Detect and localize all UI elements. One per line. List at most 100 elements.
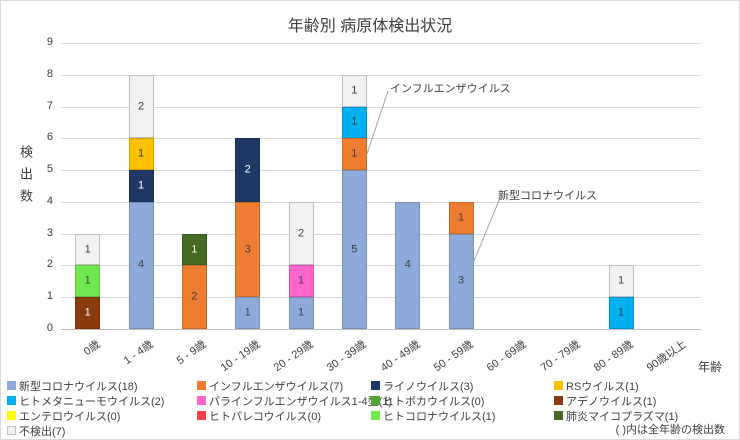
bar-segment-value: 4	[137, 258, 145, 271]
legend-label: アデノウイルス(1)	[566, 395, 657, 408]
legend-footnote: ( )内は全年齢の検出数	[615, 424, 725, 436]
legend-label: 不検出(7)	[19, 425, 66, 438]
legend-item-adenovirus: アデノウイルス(1)	[554, 393, 735, 409]
gridline	[61, 201, 701, 203]
legend-item-not-detected: 不検出(7)	[7, 423, 197, 439]
legend-swatch-rsv	[554, 381, 563, 390]
bar-segment-hcov: 1	[75, 265, 101, 298]
bar-segment-not-detected: 1	[341, 74, 367, 107]
bar-segment-covid19: 5	[341, 170, 367, 329]
bar-segment-value: 1	[84, 243, 91, 256]
legend-item-enterovirus: エンテロウイルス(0)	[7, 408, 197, 424]
chart-title: 年齢別 病原体検出状況	[287, 18, 453, 35]
legend-item-influenza: インフルエンザウイルス(7)	[197, 378, 371, 394]
annotation-covid: 新型コロナウイルス	[498, 190, 597, 202]
legend-item-parainfluenza: パラインフルエンザウイルス1-4型(1)	[197, 393, 392, 409]
bar-segment-value: 2	[191, 290, 198, 303]
legend-label: インフルエンザウイルス(7)	[209, 380, 344, 393]
bar-segment-mycoplasma: 1	[181, 233, 207, 266]
bar-segment-value: 1	[297, 274, 305, 287]
legend: 新型コロナウイルス(18) インフルエンザウイルス(7) ライノウイルス(3) RSウ…	[7, 378, 735, 438]
bar-segment-adenovirus: 1	[75, 297, 101, 329]
bar-segment-value: 5	[351, 243, 358, 256]
bar-segment-value: 1	[617, 306, 625, 319]
bar-segment-value: 1	[297, 306, 305, 319]
x-axis-line	[61, 329, 701, 330]
legend-swatch-mycoplasma	[554, 411, 563, 420]
bar-segment-value: 3	[457, 274, 465, 287]
legend-swatch-hcov	[371, 411, 380, 420]
y-tick-label: 2	[46, 258, 53, 271]
legend-item-mycoplasma: 肺炎マイコプラズマ(1)	[554, 408, 735, 424]
bar-segment-value: 2	[244, 163, 251, 176]
legend-label: 新型コロナウイルス(18)	[19, 380, 138, 393]
bar-segment-parainfluenza: 1	[288, 265, 314, 298]
legend-swatch-parainfluenza	[197, 396, 206, 405]
legend-swatch-enterovirus	[7, 411, 16, 420]
bar-segment-not-detected: 1	[75, 233, 101, 266]
bar-segment-value: 2	[137, 100, 145, 113]
bar-segment-value: 2	[297, 227, 305, 240]
bar-segment-covid19: 4	[128, 201, 154, 329]
legend-label: パラインフルエンザウイルス1-4型(1)	[209, 395, 393, 408]
bar-segment-covid19: 4	[395, 201, 421, 329]
bar-segment-value: 1	[351, 147, 358, 160]
bar-segment-value: 1	[84, 306, 91, 319]
legend-label: ヒトコロナウイルス(1)	[383, 410, 496, 423]
legend-swatch-influenza	[197, 381, 206, 390]
plot-area: 1 1 1 4 1 1 2 2 1 1 3 2 1 1 2 5 1 1 1 4 3 1 1 1	[61, 43, 701, 330]
bar-segment-rhinovirus: 1	[128, 170, 154, 202]
bar-segment-value: 1	[351, 84, 358, 97]
gridline	[61, 43, 701, 44]
gridline	[61, 106, 701, 108]
bar-segment-hmpv: 1	[341, 106, 367, 139]
bar-segment-covid19: 1	[288, 297, 314, 329]
bar-segment-influenza: 2	[181, 265, 207, 329]
legend-swatch-hmpv	[7, 396, 16, 405]
y-tick-label: 4	[46, 194, 53, 207]
legend-label: RSウイルス(1)	[566, 380, 639, 393]
gridline	[61, 170, 701, 172]
bar-segment-influenza: 1	[341, 138, 367, 171]
bar-segment-not-detected: 2	[288, 201, 314, 266]
gridline	[61, 297, 701, 299]
legend-label: ヒトパレコウイルス(0)	[209, 410, 322, 423]
y-tick-label: 7	[46, 99, 53, 112]
legend-label: ライノウイルス(3)	[383, 380, 474, 393]
y-tick-label: 9	[46, 36, 53, 48]
bar-segment-value: 4	[404, 258, 411, 271]
gridline	[61, 233, 701, 235]
annotation-influenza: インフルエンザウイルス	[390, 83, 511, 95]
y-tick-label: 6	[46, 131, 53, 144]
legend-label: ヒトボカウイルス(0)	[383, 395, 485, 408]
bar-segment-influenza: 3	[235, 201, 261, 298]
bar-segment-covid19: 1	[235, 297, 261, 329]
y-axis-title: 検出数	[18, 145, 33, 211]
legend-swatch-covid19	[7, 381, 16, 390]
bar-segment-not-detected: 2	[128, 74, 154, 139]
legend-item-hcov: ヒトコロナウイルス(1)	[371, 408, 554, 424]
legend-item-rsv: RSウイルス(1)	[554, 378, 735, 394]
bar-segment-value: 1	[457, 211, 465, 224]
bar-segment-value: 3	[244, 243, 251, 256]
gridline	[61, 138, 701, 140]
legend-item-hmpv: ヒトメタニューモウイルス(2)	[7, 393, 197, 409]
bar-segment-rsv: 1	[128, 138, 154, 171]
legend-swatch-adenovirus	[554, 396, 563, 405]
bar-segment-not-detected: 1	[608, 265, 634, 298]
bar-segment-influenza: 1	[448, 201, 474, 234]
bar-segment-value: 1	[137, 147, 145, 160]
y-tick-label: 5	[46, 163, 53, 176]
legend-swatch-bocavirus	[371, 396, 380, 405]
legend-label: 肺炎マイコプラズマ(1)	[566, 410, 679, 423]
bar-segment-covid19: 3	[448, 233, 474, 329]
y-tick-label: 0	[46, 322, 53, 334]
legend-swatch-rhinovirus	[371, 381, 380, 390]
bar-segment-hmpv: 1	[608, 297, 634, 329]
legend-item-bocavirus: ヒトボカウイルス(0)	[371, 393, 554, 409]
bar-segment-rhinovirus: 2	[235, 138, 261, 202]
x-axis-title: 年齢	[698, 360, 723, 374]
legend-item-rhinovirus: ライノウイルス(3)	[371, 378, 554, 394]
bar-segment-value: 1	[244, 306, 251, 319]
